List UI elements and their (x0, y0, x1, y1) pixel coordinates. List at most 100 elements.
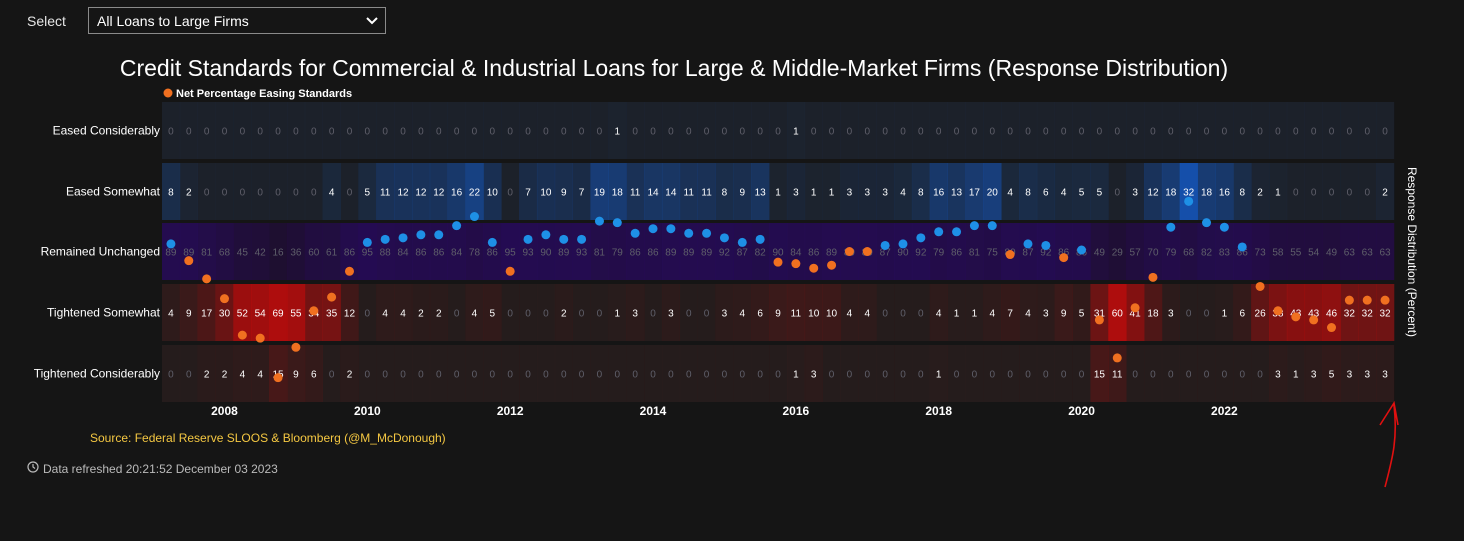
heat-cell (965, 345, 984, 402)
heat-cell (608, 223, 627, 280)
net-easing-point (1148, 272, 1158, 282)
heat-cell (251, 223, 270, 280)
cell-value-label: 8 (168, 188, 174, 199)
cell-value-label: 0 (1097, 127, 1103, 138)
net-easing-point (737, 237, 747, 247)
heat-cell (162, 163, 181, 220)
cell-value-label: 9 (1061, 309, 1067, 320)
cell-value-label: 3 (632, 309, 638, 320)
cell-value-label: 0 (757, 370, 763, 381)
heat-cell (233, 163, 252, 220)
heat-cell (501, 345, 520, 402)
heat-cell (590, 284, 609, 341)
cell-value-label: 0 (847, 127, 853, 138)
cell-value-label: 87 (1022, 248, 1034, 259)
cell-value-label: 79 (612, 248, 624, 259)
cell-value-label: 0 (365, 370, 371, 381)
heat-cell (536, 223, 556, 280)
heat-cell (786, 102, 806, 159)
heat-cell (1072, 102, 1091, 159)
cell-value-label: 1 (793, 127, 799, 138)
legend-marker (163, 88, 173, 98)
heat-cell (715, 284, 734, 341)
cell-value-label: 0 (918, 127, 924, 138)
cell-value-label: 3 (1168, 309, 1174, 320)
heat-cell (1179, 102, 1198, 159)
cell-value-label: 0 (686, 127, 692, 138)
cell-value-label: 2 (1382, 188, 1388, 199)
cell-value-label: 3 (1043, 309, 1049, 320)
heat-cell (876, 284, 895, 341)
heat-cell (983, 223, 1002, 280)
heat-cell (572, 284, 591, 341)
cell-value-label: 0 (918, 309, 924, 320)
cell-value-label: 14 (665, 188, 677, 199)
heat-cell (572, 345, 591, 402)
heat-cell (233, 345, 252, 402)
loan-type-dropdown[interactable]: All Loans to Large Firms (88, 7, 386, 34)
heat-cell (858, 284, 877, 341)
heat-cell (162, 223, 181, 280)
heat-cell (1376, 345, 1395, 402)
heat-cell (1001, 284, 1020, 341)
cell-value-label: 86 (951, 248, 963, 259)
heat-cell (840, 345, 859, 402)
cell-value-label: 4 (936, 309, 942, 320)
net-easing-point (380, 234, 390, 244)
heat-cell (679, 223, 698, 280)
refreshed-text: Data refreshed 20:21:52 December 03 2023 (43, 461, 278, 476)
cell-value-label: 0 (740, 370, 746, 381)
heat-cell (1340, 284, 1359, 341)
cell-value-label: 5 (490, 309, 496, 320)
heat-cell (1215, 345, 1234, 402)
heat-cell (733, 163, 752, 220)
cell-value-label: 0 (882, 370, 888, 381)
cell-value-label: 0 (1293, 188, 1299, 199)
cell-value-label: 0 (1150, 370, 1156, 381)
cell-value-label: 2 (1257, 188, 1263, 199)
cell-value-label: 89 (683, 248, 695, 259)
cell-value-label: 0 (1364, 188, 1370, 199)
heat-cell (1036, 345, 1056, 402)
cell-value-label: 4 (1007, 188, 1013, 199)
heat-cell (1251, 284, 1270, 341)
cell-value-label: 0 (275, 188, 281, 199)
cell-value-label: 93 (522, 248, 534, 259)
heat-cell (447, 163, 466, 220)
heat-cell (322, 163, 341, 220)
cell-value-label: 12 (415, 188, 427, 199)
y-axis-label: Response Distribution (Percent) (1405, 167, 1419, 337)
cell-value-label: 0 (1114, 127, 1120, 138)
cell-value-label: 4 (989, 309, 995, 320)
net-easing-point (1362, 295, 1372, 305)
cell-value-label: 0 (579, 127, 585, 138)
heat-cell (322, 102, 341, 159)
net-easing-point (291, 342, 301, 352)
cell-value-label: 83 (1219, 248, 1231, 259)
heat-cell (1179, 345, 1198, 402)
net-easing-point (487, 237, 497, 247)
heat-cell (1072, 163, 1091, 220)
heat-cell (1036, 284, 1056, 341)
heat-cell (376, 345, 395, 402)
cell-value-label: 0 (829, 127, 835, 138)
heat-cell (822, 102, 841, 159)
heat-cell (733, 102, 752, 159)
cell-value-label: 0 (507, 188, 513, 199)
cell-value-label: 90 (772, 248, 784, 259)
heat-cell (679, 284, 698, 341)
cell-value-label: 0 (1364, 127, 1370, 138)
cell-value-label: 0 (686, 370, 692, 381)
heat-cell (1251, 102, 1270, 159)
net-easing-point (684, 228, 694, 238)
heat-cell (1019, 223, 1038, 280)
cell-value-label: 84 (397, 248, 409, 259)
cell-value-label: 0 (632, 127, 638, 138)
cell-value-label: 0 (1043, 127, 1049, 138)
heat-cell (858, 102, 877, 159)
cell-value-label: 2 (204, 370, 210, 381)
cell-value-label: 3 (1311, 370, 1317, 381)
cell-value-label: 0 (775, 127, 781, 138)
cell-value-label: 54 (255, 309, 267, 320)
heat-cell (1161, 345, 1181, 402)
